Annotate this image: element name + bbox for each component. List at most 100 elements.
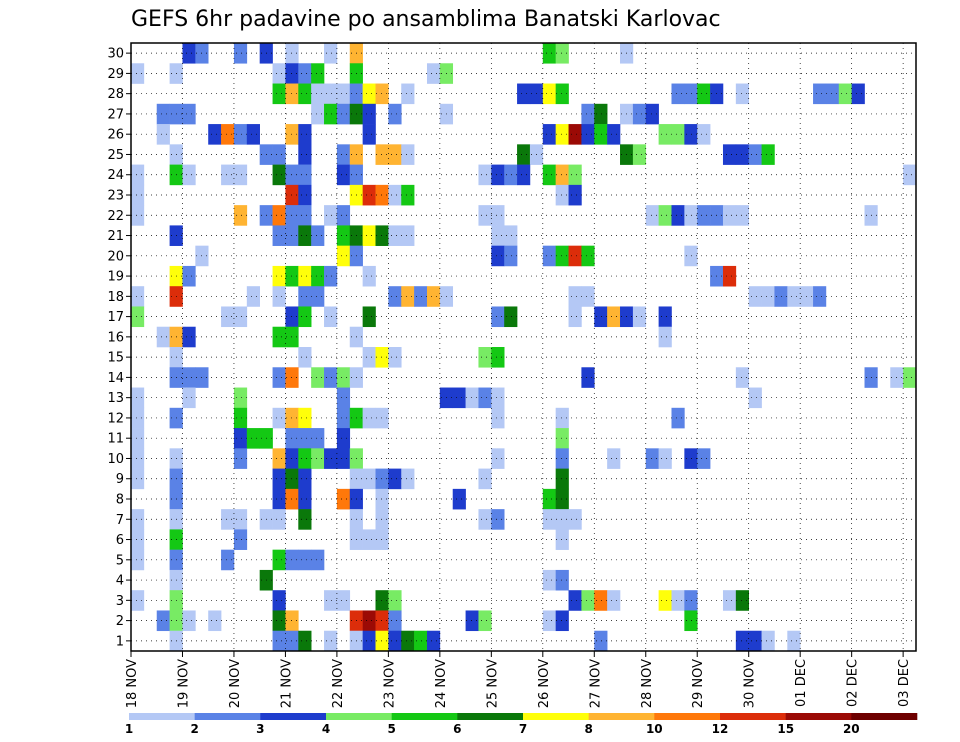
heatmap-cell: [156, 610, 170, 632]
legend-label: 3: [256, 722, 264, 736]
x-tick-label: 27 NOV: [588, 659, 603, 708]
heatmap-cell: [375, 347, 389, 368]
heatmap-cell: [465, 387, 479, 409]
legend-swatch: [851, 713, 918, 720]
heatmap-cell: [517, 164, 531, 186]
heatmap-cell: [324, 367, 338, 388]
legend-label: 1: [125, 722, 133, 736]
heatmap-cell: [272, 630, 286, 652]
legend-label: 7: [519, 722, 527, 736]
heatmap-cell: [233, 428, 248, 449]
heatmap-cell: [272, 407, 286, 429]
heatmap-cell: [388, 468, 402, 490]
heatmap-cell: [414, 630, 428, 652]
heatmap-cell: [478, 347, 492, 368]
heatmap-cell: [131, 468, 145, 490]
heatmap-cell: [285, 468, 299, 490]
x-tick-label: 22 NOV: [331, 659, 346, 708]
legend-label: 8: [585, 722, 593, 736]
heatmap-cell: [658, 326, 672, 348]
heatmap-cell: [748, 387, 762, 409]
heatmap-cell: [298, 407, 312, 429]
heatmap-cell: [658, 448, 672, 469]
heatmap-cell: [401, 630, 415, 652]
heatmap-cell: [568, 590, 582, 611]
heatmap-cell: [491, 509, 505, 530]
x-tick-label: 02 DEC: [846, 659, 861, 707]
heatmap-cell: [272, 265, 286, 287]
legend-label: 6: [453, 722, 461, 736]
heatmap-cell: [336, 488, 351, 510]
x-tick-label: 21 NOV: [279, 659, 294, 708]
heatmap-cell: [491, 225, 505, 246]
heatmap-cell: [581, 590, 595, 611]
legend-swatch: [588, 713, 655, 720]
heatmap-cell: [581, 367, 595, 388]
heatmap-cell: [414, 286, 428, 307]
heatmap-cell: [131, 428, 145, 449]
heatmap-cell: [362, 225, 376, 246]
heatmap-cell: [362, 468, 376, 490]
heatmap-cell: [182, 164, 196, 186]
legend-label: 20: [843, 722, 860, 736]
legend-swatch: [654, 713, 721, 720]
heatmap-cell: [478, 205, 492, 226]
heatmap-cell: [697, 205, 711, 226]
y-tick-label: 21: [107, 229, 124, 244]
heatmap-cell: [401, 144, 415, 165]
heatmap-cell: [684, 124, 698, 145]
heatmap-cell: [272, 326, 286, 348]
heatmap-cell: [272, 286, 286, 307]
y-tick-label: 30: [107, 47, 124, 62]
heatmap-cell: [684, 83, 698, 105]
heatmap-cell: [607, 448, 621, 469]
heatmap-cell: [272, 164, 286, 186]
heatmap-cell: [748, 286, 762, 307]
heatmap-cell: [272, 144, 286, 165]
heatmap-cell: [632, 144, 647, 165]
x-tick-label: 18 NOV: [125, 659, 140, 708]
x-tick-label: 23 NOV: [382, 659, 397, 708]
heatmap-cell: [645, 448, 659, 469]
heatmap-cell: [735, 83, 750, 105]
heatmap-cell: [298, 347, 312, 368]
heatmap-cell: [336, 103, 351, 125]
heatmap-cell: [182, 265, 196, 287]
heatmap-cell: [722, 144, 737, 165]
heatmap-cell: [671, 407, 685, 429]
heatmap-cell: [285, 407, 299, 429]
heatmap-cell: [555, 184, 569, 206]
y-tick-label: 18: [107, 290, 124, 305]
heatmap-cell: [285, 367, 299, 388]
y-tick-label: 14: [107, 371, 124, 386]
legend-swatch: [523, 713, 589, 720]
heatmap-cell: [388, 347, 402, 368]
heatmap-cell: [401, 225, 415, 246]
heatmap-cell: [607, 306, 621, 328]
heatmap-cell: [285, 63, 299, 84]
heatmap-cell: [491, 205, 505, 226]
heatmap-cell: [285, 265, 299, 287]
heatmap-cell: [246, 286, 260, 307]
heatmap-cell: [336, 245, 351, 267]
heatmap-cell: [131, 407, 145, 429]
heatmap-cell: [761, 286, 775, 307]
legend-swatch: [260, 713, 327, 720]
heatmap-cell: [182, 326, 196, 348]
legend-swatch: [194, 713, 261, 720]
heatmap-cell: [555, 124, 569, 145]
heatmap-cell: [131, 590, 145, 611]
legend-swatch: [129, 713, 195, 720]
heatmap-cell: [233, 529, 248, 550]
heatmap-cell: [787, 286, 801, 307]
heatmap-cell: [336, 407, 351, 429]
heatmap-cell: [555, 569, 569, 591]
heatmap-cell: [684, 610, 698, 632]
heatmap-cell: [375, 407, 389, 429]
heatmap-cell: [272, 367, 286, 388]
heatmap-cell: [697, 124, 711, 145]
heatmap-cell: [542, 488, 556, 510]
y-tick-label: 19: [107, 270, 124, 285]
heatmap-cell: [388, 103, 402, 125]
